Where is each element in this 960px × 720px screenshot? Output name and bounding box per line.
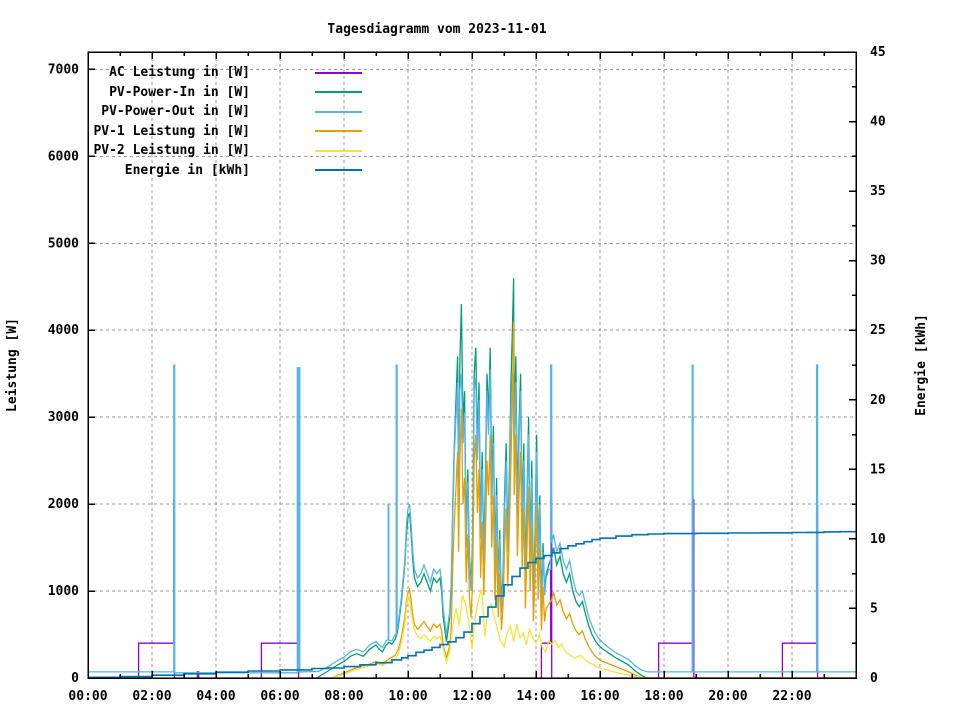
svg-text:16:00: 16:00: [580, 689, 619, 704]
svg-text:06:00: 06:00: [260, 689, 299, 704]
legend-item-ac-leistung: AC Leistung in [W]: [20, 63, 362, 83]
svg-text:25: 25: [870, 323, 886, 338]
svg-text:22:00: 22:00: [772, 689, 811, 704]
svg-text:7000: 7000: [48, 62, 79, 77]
legend-label: PV-Power-In in [W]: [109, 84, 250, 100]
legend-item-pv-power-in: PV-Power-In in [W]: [20, 83, 362, 103]
svg-text:5000: 5000: [48, 236, 79, 251]
svg-text:0: 0: [870, 671, 878, 686]
svg-text:15: 15: [870, 462, 886, 477]
legend-label: Energie in [kWh]: [124, 162, 250, 178]
legend-label: AC Leistung in [W]: [109, 65, 250, 81]
legend-line-swatch: [315, 149, 362, 152]
svg-text:00:00: 00:00: [68, 689, 107, 704]
svg-text:04:00: 04:00: [196, 689, 235, 704]
svg-text:6000: 6000: [48, 149, 79, 164]
svg-text:20:00: 20:00: [708, 689, 747, 704]
svg-text:3000: 3000: [48, 410, 79, 425]
svg-text:10: 10: [870, 532, 886, 547]
svg-text:20: 20: [870, 393, 886, 408]
legend-item-pv-1-leistung: PV-1 Leistung in [W]: [20, 122, 362, 142]
legend-line-swatch: [315, 91, 362, 94]
svg-text:10:00: 10:00: [388, 689, 427, 704]
legend-line-swatch: [315, 110, 362, 113]
legend-item-energie: Energie in [kWh]: [20, 161, 362, 181]
legend-line-swatch: [315, 169, 362, 172]
y-right-axis-label: Energie [kWh]: [914, 314, 929, 416]
chart-title: Tagesdiagramm vom 2023-11-01: [327, 22, 546, 37]
svg-text:18:00: 18:00: [644, 689, 683, 704]
svg-text:5: 5: [870, 601, 878, 616]
svg-text:0: 0: [71, 671, 79, 686]
svg-text:02:00: 02:00: [132, 689, 171, 704]
svg-text:12:00: 12:00: [452, 689, 491, 704]
legend-line-swatch: [315, 71, 362, 74]
legend-label: PV-Power-Out in [W]: [101, 104, 250, 120]
svg-text:4000: 4000: [48, 323, 79, 338]
svg-text:08:00: 08:00: [324, 689, 363, 704]
svg-text:45: 45: [870, 45, 886, 60]
legend-item-pv-power-out: PV-Power-Out in [W]: [20, 102, 362, 122]
legend: AC Leistung in [W] PV-Power-In in [W] PV…: [20, 63, 362, 180]
y-left-axis-label: Leistung [W]: [5, 318, 20, 412]
legend-label: PV-1 Leistung in [W]: [93, 123, 250, 139]
legend-label: PV-2 Leistung in [W]: [93, 143, 250, 159]
svg-text:2000: 2000: [48, 497, 79, 512]
legend-line-swatch: [315, 130, 362, 133]
svg-text:30: 30: [870, 254, 886, 269]
svg-text:14:00: 14:00: [516, 689, 555, 704]
svg-text:40: 40: [870, 115, 886, 130]
svg-text:35: 35: [870, 184, 886, 199]
legend-item-pv-2-leistung: PV-2 Leistung in [W]: [20, 141, 362, 161]
svg-text:1000: 1000: [48, 584, 79, 599]
